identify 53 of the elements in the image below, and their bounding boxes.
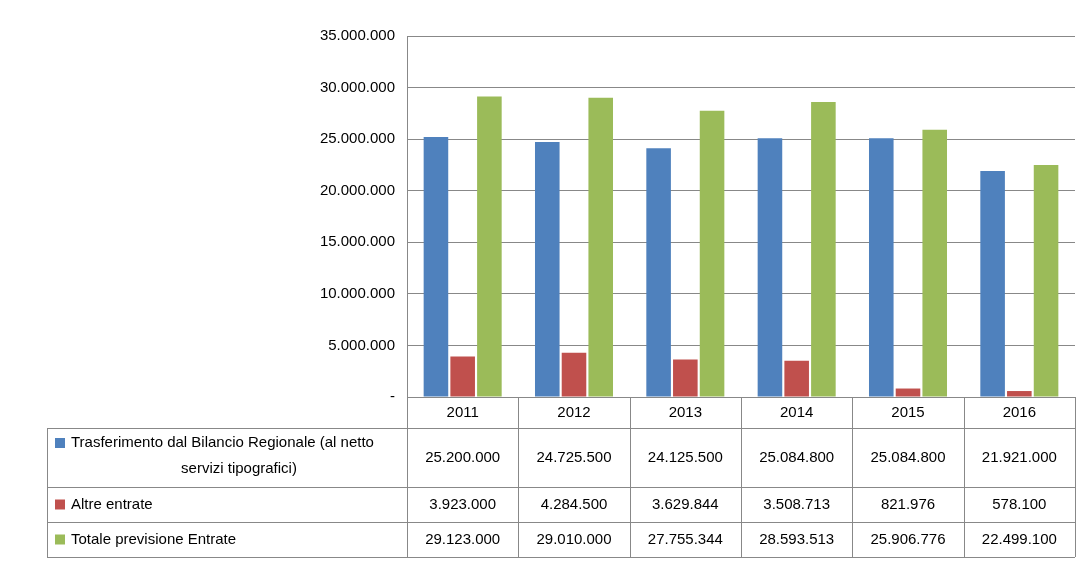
bar — [423, 137, 449, 397]
data-label: 25.200.000 — [425, 447, 501, 465]
data-label: 3.923.000 — [429, 494, 497, 512]
data-label: 21.921.000 — [981, 447, 1057, 465]
data-label: 578.100 — [992, 494, 1047, 512]
data-label: 3.629.844 — [651, 494, 719, 512]
y-tick-label: 5.000.000 — [328, 335, 395, 353]
data-label: 27.755.344 — [647, 529, 723, 547]
y-tick-label: 20.000.000 — [319, 180, 395, 198]
bar — [980, 170, 1005, 397]
legend-label: Trasferimento dal Bilancio Regionale (al netto servizi tipografici) — [71, 433, 374, 477]
data-label: 4.284.500 — [540, 494, 608, 512]
y-tick-label: 30.000.000 — [319, 77, 395, 95]
data-label: 29.123.000 — [425, 529, 501, 547]
bar — [450, 356, 475, 397]
bar — [588, 97, 614, 397]
x-tick-label: 2011 — [446, 403, 479, 421]
x-tick-label: 2012 — [557, 403, 591, 421]
bar — [699, 110, 725, 397]
bar — [895, 388, 921, 397]
y-tick-label: 10.000.000 — [319, 284, 395, 301]
data-label: 29.010.000 — [536, 529, 612, 547]
x-tick-label: 2016 — [1002, 403, 1037, 421]
bar — [673, 359, 698, 397]
bar — [534, 141, 560, 397]
data-label: 28.593.513 — [759, 529, 835, 547]
bar — [922, 129, 948, 397]
data-label: 821.976 — [880, 494, 936, 512]
data-label: 24.125.500 — [647, 447, 723, 465]
legend-label: Altre entrate — [71, 494, 153, 512]
x-tick-label: 2015 — [891, 403, 925, 421]
bar — [477, 96, 502, 397]
data-label: 25.084.800 — [759, 447, 835, 465]
y-tick-label: - — [390, 387, 395, 405]
x-tick-label: 2014 — [779, 403, 814, 421]
legend-label: Totale previsione Entrate — [71, 529, 237, 547]
bar — [561, 352, 587, 397]
bar — [868, 138, 894, 397]
bar — [784, 360, 809, 397]
bar — [1007, 391, 1032, 397]
x-tick-label: 2013 — [668, 403, 703, 421]
data-label: 25.906.776 — [870, 529, 946, 547]
y-tick-label: 25.000.000 — [319, 129, 395, 147]
bar — [811, 102, 836, 397]
y-tick-label: 15.000.000 — [319, 232, 395, 250]
bar — [1033, 164, 1059, 397]
data-label: 25.084.800 — [870, 447, 946, 465]
data-label: 24.725.500 — [536, 447, 612, 465]
bar — [646, 148, 671, 397]
data-label: 3.508.713 — [763, 494, 831, 512]
y-tick-label: 35.000.000 — [319, 26, 395, 44]
data-label: 22.499.100 — [981, 529, 1057, 547]
bar — [757, 138, 783, 397]
